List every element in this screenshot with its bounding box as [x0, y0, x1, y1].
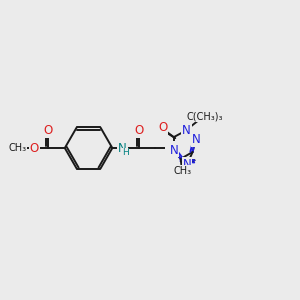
Text: O: O — [29, 142, 39, 154]
Text: O: O — [158, 121, 167, 134]
Text: CH₃: CH₃ — [174, 166, 192, 176]
Text: O: O — [134, 124, 144, 137]
Text: N: N — [182, 124, 191, 137]
Text: N: N — [167, 142, 175, 154]
Text: CH₃: CH₃ — [8, 143, 26, 153]
Text: N: N — [118, 142, 127, 154]
Text: O: O — [43, 124, 52, 137]
Text: N: N — [183, 158, 191, 171]
Text: N: N — [192, 133, 201, 146]
Text: C(CH₃)₃: C(CH₃)₃ — [186, 111, 223, 121]
Text: H: H — [122, 148, 129, 158]
Text: N: N — [169, 143, 178, 157]
